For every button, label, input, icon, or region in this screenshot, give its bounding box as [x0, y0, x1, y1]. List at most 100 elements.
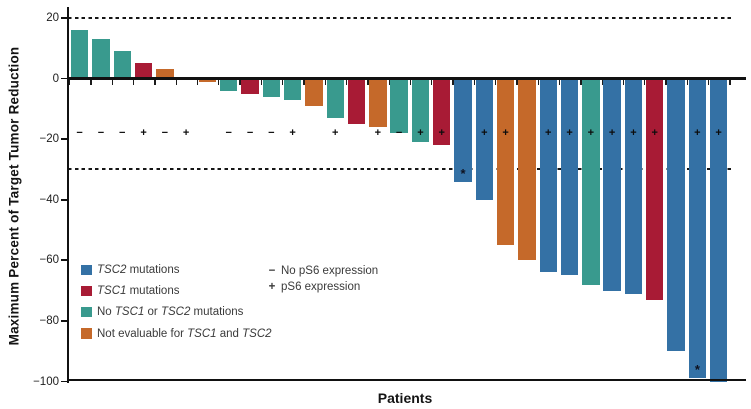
y-tick-label--60: −60 — [39, 254, 59, 267]
x-tick-27 — [644, 80, 646, 85]
ps6-minus-sign: − — [246, 127, 254, 139]
ps6-plus-sign: + — [630, 127, 637, 139]
legend-label-tsc2: TSC2 mutations — [97, 264, 180, 276]
y-tick-label-0: 0 — [52, 72, 59, 85]
ps6-minus-sign: − — [225, 127, 232, 139]
x-tick-6 — [196, 80, 199, 85]
x-tick-11 — [303, 80, 305, 85]
x-tick-26 — [622, 80, 625, 85]
bar-patient-4 — [134, 63, 153, 79]
ps6-minus-sign: − — [119, 127, 126, 139]
ps6-minus-sign: − — [97, 127, 105, 139]
x-tick-7 — [218, 80, 220, 85]
bar-patient-16 — [390, 78, 408, 134]
y-tick--40 — [61, 198, 68, 201]
bar-patient-19 — [454, 78, 472, 182]
dashed-reference-line--30 — [68, 168, 734, 171]
x-tick-14 — [367, 80, 369, 85]
x-tick-23 — [558, 80, 561, 85]
bar-patient-30 — [688, 78, 707, 379]
ps6-plus-sign: + — [651, 127, 658, 139]
x-tick-25 — [601, 80, 603, 85]
legend-swatch-tsc2 — [81, 264, 92, 275]
asterisk-annotation: * — [460, 165, 466, 181]
ps6-plus-sign: + — [289, 127, 296, 139]
ps6-plus-sign: + — [374, 127, 382, 139]
ps6-plus-sign: + — [481, 127, 488, 139]
x-tick-19 — [473, 80, 476, 85]
x-tick-21 — [516, 80, 518, 85]
bar-patient-20 — [475, 78, 494, 200]
bar-patient-18 — [433, 78, 451, 146]
x-tick-30 — [708, 80, 710, 85]
legend-swatch-tsc1 — [81, 285, 92, 297]
minus-symbol: − — [268, 265, 276, 277]
dashed-reference-line-20 — [68, 16, 734, 19]
ps6-plus-sign: + — [694, 127, 701, 139]
legend-label-not_eval: Not evaluable for TSC1 and TSC2 — [97, 327, 272, 340]
bar-patient-11 — [283, 78, 302, 100]
ps6-legend-label: No pS6 expression — [281, 265, 379, 277]
x-tick-10 — [282, 80, 284, 85]
bar-patient-8 — [220, 78, 238, 91]
bar-patient-5 — [156, 69, 174, 79]
ps6-minus-sign: − — [76, 127, 83, 139]
ps6-plus-sign: + — [566, 127, 573, 139]
y-tick--100 — [61, 380, 68, 383]
y-tick-label-20: 20 — [46, 11, 59, 24]
x-tick-13 — [345, 80, 348, 85]
x-tick-31 — [729, 80, 731, 85]
x-tick-4 — [154, 80, 156, 85]
x-tick-28 — [665, 80, 667, 85]
y-tick-label--80: −80 — [39, 314, 59, 327]
bar-patient-24 — [560, 78, 579, 276]
ps6-minus-sign: − — [161, 127, 169, 139]
bar-patient-27 — [624, 78, 643, 294]
x-tick-17 — [431, 80, 433, 85]
bar-patient-10 — [262, 78, 281, 97]
y-axis-line — [67, 7, 70, 383]
x-tick-29 — [686, 80, 689, 85]
bar-patient-3 — [113, 51, 131, 79]
bar-patient-31 — [709, 78, 728, 382]
ps6-plus-sign: + — [587, 127, 595, 139]
bar-patient-28 — [646, 78, 664, 300]
bar-patient-17 — [411, 78, 430, 143]
ps6-legend-label: pS6 expression — [281, 280, 361, 293]
zero-baseline — [67, 77, 746, 80]
ps6-plus-sign: + — [502, 127, 509, 139]
legend-swatch-no_mut — [81, 306, 92, 318]
x-tick-20 — [495, 80, 497, 85]
legend-label-no_mut: No TSC1 or TSC2 mutations — [97, 306, 244, 319]
x-tick-18 — [452, 80, 454, 85]
bar-patient-22 — [518, 78, 536, 261]
bar-patient-14 — [347, 78, 366, 124]
bar-patient-29 — [667, 78, 685, 352]
x-tick-22 — [537, 80, 539, 85]
bar-patient-13 — [326, 78, 344, 118]
x-axis-title: Patients — [377, 390, 433, 406]
y-tick--60 — [61, 259, 68, 262]
bar-patient-26 — [603, 78, 621, 291]
x-tick-9 — [260, 80, 263, 85]
ps6-plus-sign: + — [417, 127, 424, 139]
y-tick--20 — [61, 138, 68, 140]
x-tick-16 — [409, 80, 412, 85]
asterisk-annotation: * — [694, 362, 700, 378]
bottom-border-line — [67, 379, 746, 382]
bar-patient-21 — [496, 78, 515, 246]
y-tick-0 — [61, 77, 68, 80]
x-tick-2 — [111, 80, 113, 85]
x-tick-5 — [175, 80, 177, 85]
ps6-plus-sign: + — [438, 127, 445, 139]
ps6-plus-sign: + — [545, 127, 552, 139]
bar-patient-7 — [198, 78, 217, 82]
bar-patient-12 — [305, 78, 323, 106]
ps6-plus-sign: + — [332, 127, 339, 139]
ps6-plus-sign: + — [182, 127, 190, 139]
y-tick-20 — [61, 17, 68, 19]
x-tick-15 — [388, 80, 390, 85]
ps6-plus-sign: + — [608, 127, 616, 139]
